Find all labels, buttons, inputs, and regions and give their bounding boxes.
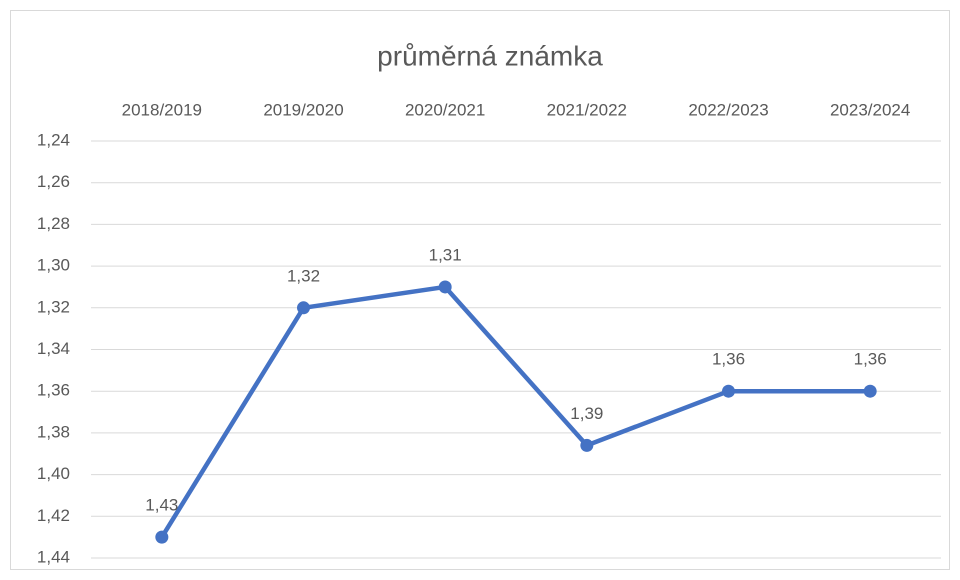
point (863, 384, 877, 398)
x-tick-label: 2019/2020 (263, 100, 343, 119)
data-label: 1,43 (145, 496, 178, 515)
y-tick-label: 1,38 (37, 422, 70, 441)
data-label: 1,36 (854, 350, 887, 369)
data-label: 1,36 (712, 350, 745, 369)
x-tick-label: 2021/2022 (547, 100, 627, 119)
x-tick-label: 2020/2021 (405, 100, 485, 119)
data-label: 1,39 (570, 404, 603, 423)
data-label: 1,31 (429, 245, 462, 264)
y-tick-label: 1,30 (37, 256, 70, 275)
chart-title: průměrná známka (377, 40, 603, 71)
data-label: 1,32 (287, 266, 320, 285)
x-tick-label: 2018/2019 (122, 100, 202, 119)
y-tick-label: 1,34 (37, 339, 70, 358)
y-tick-label: 1,42 (37, 506, 70, 525)
chart-border (10, 10, 950, 570)
y-tick-label: 1,24 (37, 130, 70, 149)
x-tick-label: 2022/2023 (688, 100, 768, 119)
point (297, 301, 310, 315)
x-tick-label: 2023/2024 (830, 100, 910, 119)
point (722, 384, 735, 398)
line (159, 284, 871, 539)
point (155, 530, 169, 544)
y-tick-label: 1,44 (37, 547, 70, 566)
y-tick-label: 1,28 (37, 214, 70, 233)
y-tick-label: 1,32 (37, 297, 70, 316)
y-tick-label: 1,26 (37, 172, 70, 191)
point (438, 280, 452, 294)
y-tick-label: 1,40 (37, 464, 70, 483)
point (580, 438, 594, 452)
y-tick-label: 1,36 (37, 381, 70, 400)
